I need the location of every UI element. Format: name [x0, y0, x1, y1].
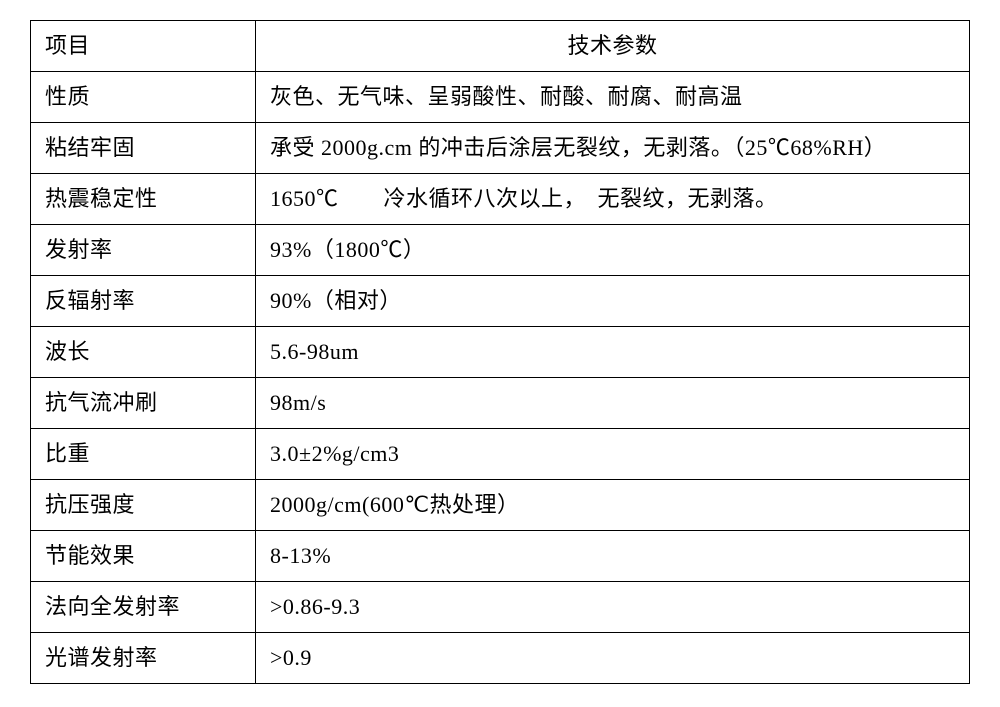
row-value-cell: 3.0±2%g/cm3 — [256, 429, 970, 480]
row-value-cell: 2000g/cm(600℃热处理） — [256, 480, 970, 531]
row-value: 90%（相对） — [270, 288, 402, 313]
row-label-cell: 反辐射率 — [31, 276, 256, 327]
table-row: 反辐射率 90%（相对） — [31, 276, 970, 327]
table-row: 热震稳定性 1650℃ 冷水循环八次以上， 无裂纹，无剥落。 — [31, 174, 970, 225]
row-value-cell: 承受 2000g.cm 的冲击后涂层无裂纹，无剥落。（25℃68%RH） — [256, 123, 970, 174]
table-row: 光谱发射率 >0.9 — [31, 633, 970, 684]
table-header-row: 项目 技术参数 — [31, 21, 970, 72]
row-value: >0.9 — [270, 645, 312, 670]
table-row: 比重 3.0±2%g/cm3 — [31, 429, 970, 480]
row-value-cell: 90%（相对） — [256, 276, 970, 327]
row-label-cell: 发射率 — [31, 225, 256, 276]
row-label-cell: 比重 — [31, 429, 256, 480]
row-value-cell: 8-13% — [256, 531, 970, 582]
row-label: 抗压强度 — [45, 492, 135, 517]
row-label-cell: 抗压强度 — [31, 480, 256, 531]
table-row: 发射率 93%（1800℃） — [31, 225, 970, 276]
row-value: 2000g/cm(600℃热处理） — [270, 492, 520, 517]
header-value-text: 技术参数 — [567, 33, 657, 58]
row-value: 承受 2000g.cm 的冲击后涂层无裂纹，无剥落。（25℃68%RH） — [270, 135, 886, 160]
table-row: 粘结牢固 承受 2000g.cm 的冲击后涂层无裂纹，无剥落。（25℃68%RH… — [31, 123, 970, 174]
row-value-cell: >0.9 — [256, 633, 970, 684]
row-label: 节能效果 — [45, 543, 135, 568]
row-label-cell: 法向全发射率 — [31, 582, 256, 633]
row-value-cell: 98m/s — [256, 378, 970, 429]
row-value-cell: 93%（1800℃） — [256, 225, 970, 276]
row-label: 波长 — [45, 339, 90, 364]
spec-table: 项目 技术参数 性质 灰色、无气味、呈弱酸性、耐酸、耐腐、耐高温 粘结牢固 承受… — [30, 20, 970, 684]
header-cell-value: 技术参数 — [256, 21, 970, 72]
row-label: 抗气流冲刷 — [45, 390, 158, 415]
row-label-cell: 粘结牢固 — [31, 123, 256, 174]
row-value-cell: 5.6-98um — [256, 327, 970, 378]
table-row: 节能效果 8-13% — [31, 531, 970, 582]
row-label: 发射率 — [45, 237, 113, 262]
row-label: 反辐射率 — [45, 288, 135, 313]
table-row: 性质 灰色、无气味、呈弱酸性、耐酸、耐腐、耐高温 — [31, 72, 970, 123]
row-value: 3.0±2%g/cm3 — [270, 441, 399, 466]
row-value-cell: 1650℃ 冷水循环八次以上， 无裂纹，无剥落。 — [256, 174, 970, 225]
row-label-cell: 热震稳定性 — [31, 174, 256, 225]
table-row: 波长 5.6-98um — [31, 327, 970, 378]
row-value: >0.86-9.3 — [270, 594, 360, 619]
row-label: 热震稳定性 — [45, 186, 158, 211]
row-value: 灰色、无气味、呈弱酸性、耐酸、耐腐、耐高温 — [270, 84, 743, 109]
row-label: 光谱发射率 — [45, 645, 158, 670]
row-value: 1650℃ 冷水循环八次以上， 无裂纹，无剥落。 — [270, 186, 778, 211]
table-row: 法向全发射率 >0.86-9.3 — [31, 582, 970, 633]
row-value: 8-13% — [270, 543, 331, 568]
row-value: 98m/s — [270, 390, 326, 415]
row-label: 粘结牢固 — [45, 135, 135, 160]
header-label-text: 项目 — [45, 33, 90, 58]
row-value: 93%（1800℃） — [270, 237, 425, 262]
row-label-cell: 节能效果 — [31, 531, 256, 582]
row-label: 性质 — [45, 84, 90, 109]
row-value-cell: 灰色、无气味、呈弱酸性、耐酸、耐腐、耐高温 — [256, 72, 970, 123]
row-label: 法向全发射率 — [45, 594, 180, 619]
row-value-cell: >0.86-9.3 — [256, 582, 970, 633]
row-label: 比重 — [45, 441, 90, 466]
row-value: 5.6-98um — [270, 339, 359, 364]
table-row: 抗压强度 2000g/cm(600℃热处理） — [31, 480, 970, 531]
row-label-cell: 抗气流冲刷 — [31, 378, 256, 429]
table-row: 抗气流冲刷 98m/s — [31, 378, 970, 429]
row-label-cell: 波长 — [31, 327, 256, 378]
row-label-cell: 光谱发射率 — [31, 633, 256, 684]
header-cell-label: 项目 — [31, 21, 256, 72]
row-label-cell: 性质 — [31, 72, 256, 123]
